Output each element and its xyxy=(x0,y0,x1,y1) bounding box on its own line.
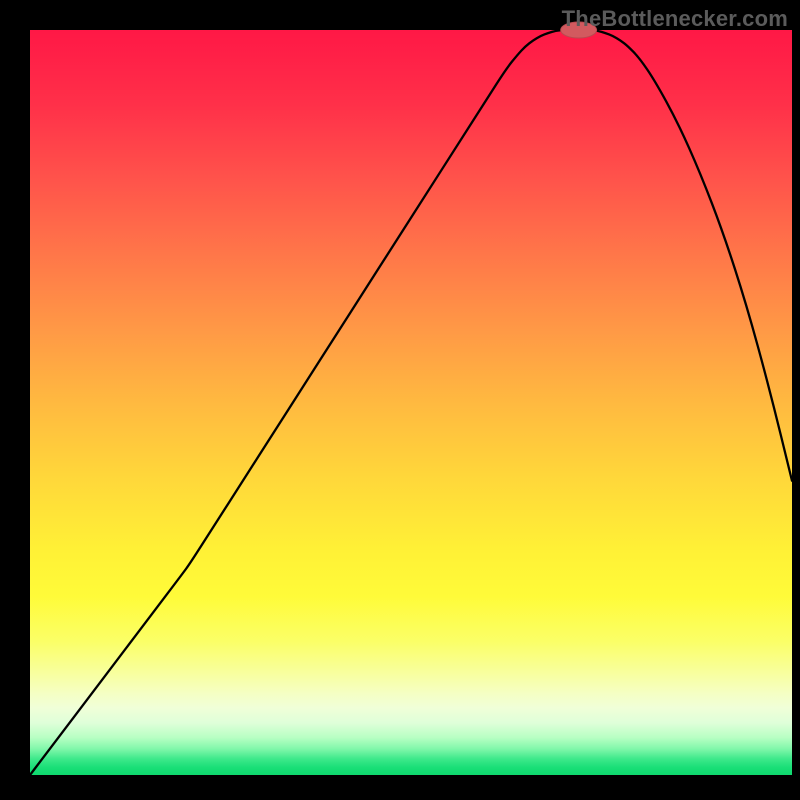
chart-stage: TheBottlenecker.com xyxy=(0,0,800,800)
watermark-text: TheBottlenecker.com xyxy=(562,6,788,32)
plot-gradient xyxy=(30,30,792,775)
chart-svg xyxy=(0,0,800,800)
